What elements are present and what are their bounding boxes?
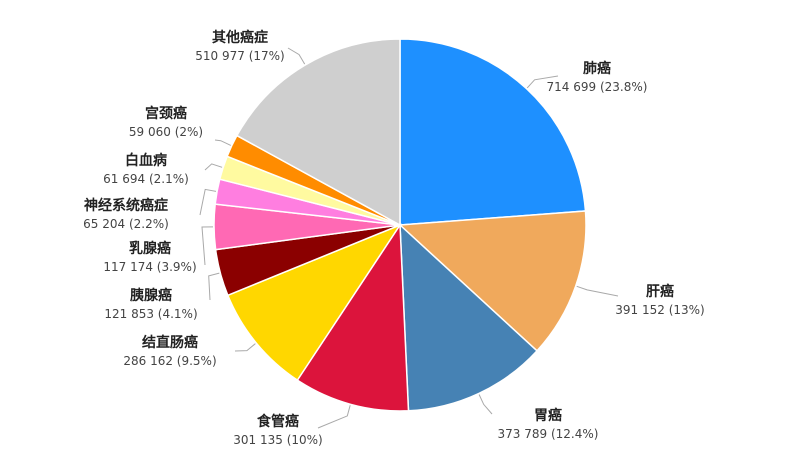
leader-lines (199, 47, 619, 429)
pie-slice-1 (399, 38, 587, 226)
slice-value-label: 65 204 (2.2%) (83, 217, 169, 231)
leader-line-11 (287, 47, 306, 65)
leader-line-7 (201, 226, 214, 266)
slice-name-label: 肺癌 (583, 60, 611, 77)
pie-slice-2 (398, 210, 587, 352)
slice-name-label: 白血病 (125, 152, 167, 169)
slice-name-label: 胰腺癌 (130, 287, 172, 304)
slice-value-label: 61 694 (2.1%) (103, 172, 189, 186)
leader-line-9 (204, 163, 223, 171)
slice-value-label: 714 699 (23.8%) (547, 80, 648, 94)
slice-value-label: 373 789 (12.4%) (498, 427, 599, 441)
slice-name-label: 其他癌症 (212, 29, 268, 46)
slice-value-label: 286 162 (9.5%) (123, 354, 216, 368)
pie-slice-5 (226, 223, 402, 382)
slice-name-label: 肝癌 (646, 283, 674, 300)
leader-line-8 (199, 188, 217, 216)
slice-name-label: 神经系统癌症 (84, 197, 168, 214)
pie-slices (213, 38, 587, 412)
slice-value-label: 121 853 (4.1%) (104, 307, 197, 321)
pie-slice-4 (296, 222, 410, 412)
slice-name-label: 乳腺癌 (129, 240, 171, 257)
pie-slice-3 (399, 223, 539, 412)
leader-line-6 (208, 272, 220, 301)
slice-name-label: 宫颈癌 (145, 105, 187, 122)
slice-value-label: 510 977 (17%) (195, 49, 284, 63)
leader-line-5 (234, 343, 256, 352)
slice-name-label: 食管癌 (257, 413, 299, 430)
leader-line-2 (576, 285, 619, 297)
pie-slice-11 (235, 38, 401, 227)
slice-name-label: 胃癌 (534, 407, 562, 424)
leader-line-10 (214, 139, 232, 146)
slice-name-label: 结直肠癌 (142, 334, 198, 351)
leader-line-1 (526, 75, 559, 89)
leader-line-3 (478, 394, 493, 415)
leader-line-4 (317, 405, 351, 429)
slice-value-label: 301 135 (10%) (233, 433, 322, 447)
slice-labels: 肺癌 714 699 (23.8%) 肝癌 391 152 (13%) 胃癌 373 78… (83, 29, 705, 447)
slice-value-label: 391 152 (13%) (615, 303, 704, 317)
slice-value-label: 117 174 (3.9%) (103, 260, 196, 274)
slice-value-label: 59 060 (2%) (129, 125, 203, 139)
